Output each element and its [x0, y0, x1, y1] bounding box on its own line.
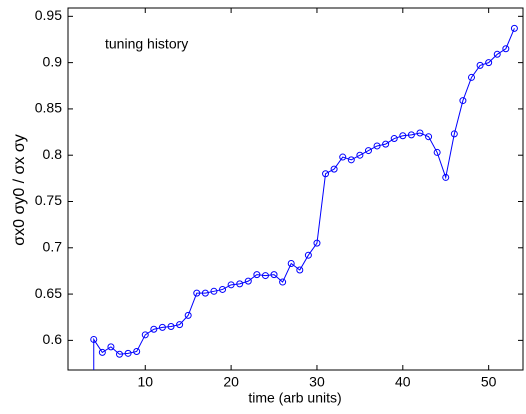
data-point [322, 170, 330, 178]
x-tick-label: 10 [137, 374, 153, 390]
data-point [287, 260, 295, 268]
data-point [124, 349, 132, 357]
data-point [390, 135, 398, 143]
data-point [502, 45, 510, 53]
data-point [116, 350, 124, 358]
data-point [416, 129, 424, 137]
data-point [510, 24, 518, 32]
data-point [485, 59, 493, 67]
data-point [227, 281, 235, 289]
data-point [184, 311, 192, 319]
data-point [279, 278, 287, 286]
data-point [442, 173, 450, 181]
data-point [459, 97, 467, 105]
data-point [313, 239, 321, 247]
y-tick-label: 0.8 [43, 146, 63, 162]
y-tick-label: 0.6 [43, 331, 63, 347]
data-point [304, 251, 312, 259]
data-point [450, 130, 458, 138]
data-point [141, 331, 149, 339]
data-point [339, 153, 347, 161]
y-tick-label: 0.95 [35, 7, 62, 23]
x-tick-label: 30 [309, 374, 325, 390]
data-point [270, 271, 278, 279]
data-point [296, 266, 304, 274]
data-point [91, 384, 97, 390]
y-tick-label: 0.9 [43, 53, 63, 69]
data-point [98, 348, 106, 356]
data-point [364, 147, 372, 155]
y-axis-label: σx0 σy0 / σx σy [11, 134, 28, 246]
data-point [425, 133, 433, 141]
data-point [176, 321, 184, 329]
data-point [219, 285, 227, 293]
data-point [476, 61, 484, 69]
data-point [167, 322, 175, 330]
data-point [236, 280, 244, 288]
x-tick-label: 40 [395, 374, 411, 390]
data-point [467, 73, 475, 81]
data-point [244, 277, 252, 285]
data-point [433, 148, 441, 156]
x-tick-label: 20 [223, 374, 239, 390]
data-point [356, 151, 364, 159]
data-point [158, 323, 166, 331]
data-point [261, 272, 269, 280]
x-axis-label: time (arb units) [248, 390, 341, 406]
data-point [253, 271, 261, 279]
data-point [193, 289, 201, 297]
data-point [210, 287, 218, 295]
data-point [382, 140, 390, 148]
data-point [407, 131, 415, 139]
data-point [150, 325, 158, 333]
y-tick-label: 0.65 [35, 285, 62, 301]
y-tick-label: 0.7 [43, 238, 63, 254]
y-tick-label: 0.85 [35, 100, 62, 116]
data-point [493, 50, 501, 58]
data-point [90, 335, 98, 343]
data-point [373, 142, 381, 150]
data-point [133, 347, 141, 355]
data-line [93, 28, 515, 370]
x-tick-label: 50 [481, 374, 497, 390]
annotation: tuning history [105, 36, 188, 52]
data-point [107, 343, 115, 351]
plot-area [90, 24, 518, 390]
data-point [399, 132, 407, 140]
data-point [330, 165, 338, 173]
y-tick-label: 0.75 [35, 192, 62, 208]
data-point [347, 156, 355, 164]
plot-frame [67, 7, 524, 371]
data-point [201, 289, 209, 297]
